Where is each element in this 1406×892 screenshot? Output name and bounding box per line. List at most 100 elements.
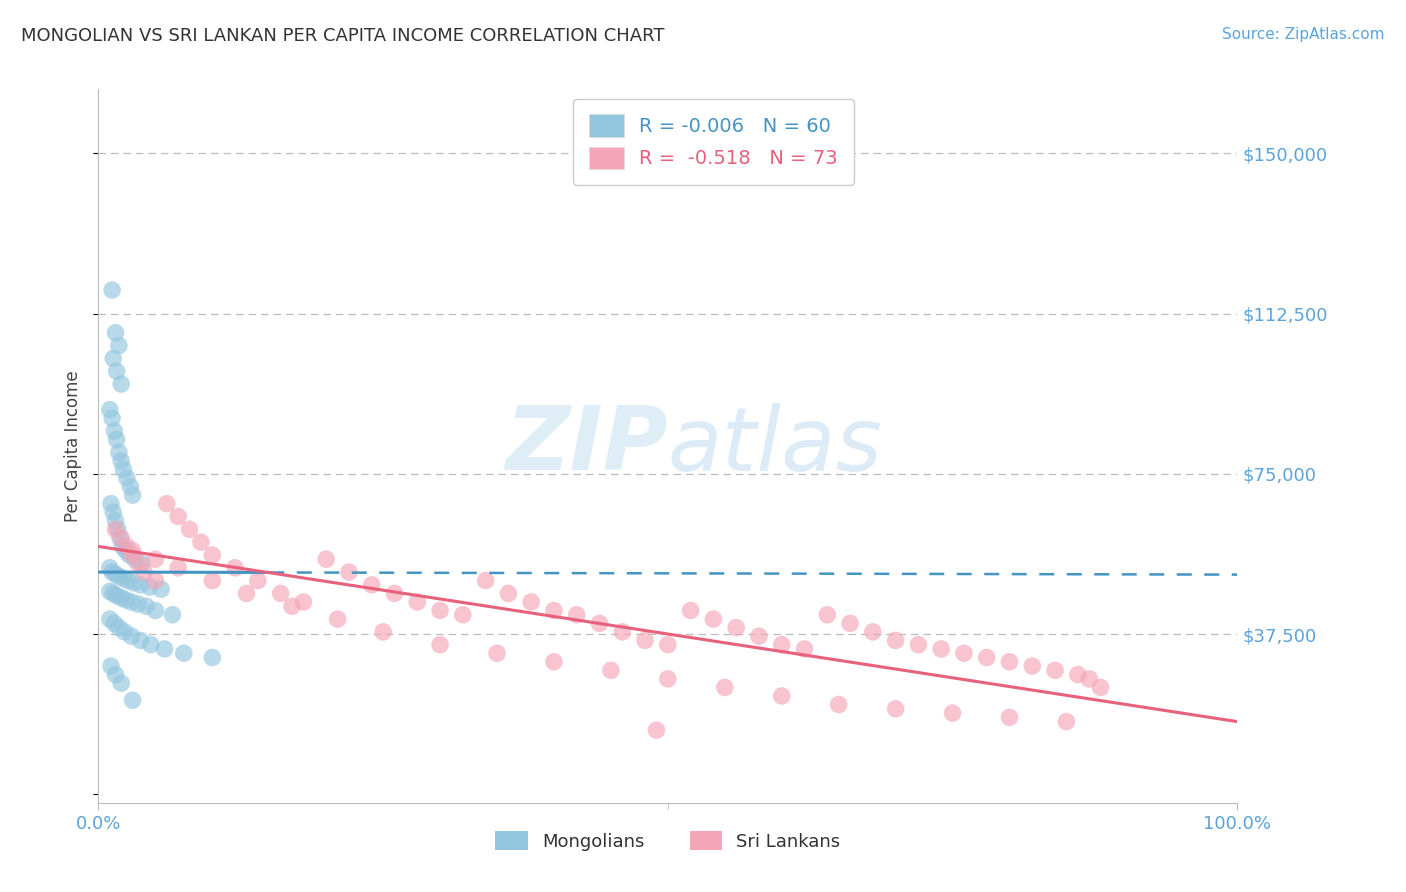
Point <box>770 689 793 703</box>
Point <box>108 621 131 635</box>
Point <box>201 650 224 665</box>
Point <box>121 548 143 562</box>
Point <box>1090 681 1112 695</box>
Point <box>406 595 429 609</box>
Point <box>725 621 748 635</box>
Point <box>281 599 304 614</box>
Point <box>98 584 121 599</box>
Point <box>498 586 520 600</box>
Point <box>110 676 132 690</box>
Point <box>127 597 149 611</box>
Point <box>884 633 907 648</box>
Point <box>543 655 565 669</box>
Point <box>201 574 224 588</box>
Point <box>292 595 315 609</box>
Text: ZIP: ZIP <box>505 402 668 490</box>
Point <box>714 681 737 695</box>
Point <box>179 522 201 536</box>
Point <box>105 433 128 447</box>
Point <box>360 578 382 592</box>
Point <box>120 480 142 494</box>
Point <box>98 402 121 417</box>
Point <box>474 574 496 588</box>
Point <box>976 650 998 665</box>
Point <box>103 424 125 438</box>
Point <box>429 603 451 617</box>
Point <box>173 646 195 660</box>
Point <box>793 642 815 657</box>
Point <box>657 638 679 652</box>
Point <box>121 693 143 707</box>
Point <box>112 572 135 586</box>
Point <box>612 624 634 639</box>
Point <box>907 638 929 652</box>
Point <box>150 582 173 596</box>
Point <box>114 624 136 639</box>
Point <box>201 548 224 562</box>
Point <box>1078 672 1101 686</box>
Point <box>451 607 474 622</box>
Point <box>105 589 128 603</box>
Point <box>884 702 907 716</box>
Point <box>101 565 124 579</box>
Point <box>679 603 702 617</box>
Point <box>145 552 167 566</box>
Point <box>108 569 131 583</box>
Point <box>132 565 155 579</box>
Point <box>122 575 145 590</box>
Point <box>486 646 509 660</box>
Point <box>129 633 152 648</box>
Point <box>101 411 124 425</box>
Point <box>98 612 121 626</box>
Point <box>645 723 668 738</box>
Point <box>131 557 153 571</box>
Text: atlas: atlas <box>668 403 883 489</box>
Point <box>100 497 122 511</box>
Point <box>103 505 125 519</box>
Point <box>167 509 190 524</box>
Point <box>270 586 292 600</box>
Point <box>121 488 143 502</box>
Point <box>129 578 152 592</box>
Point <box>111 540 134 554</box>
Point <box>118 548 141 562</box>
Point <box>103 616 125 631</box>
Point <box>702 612 724 626</box>
Point <box>104 567 127 582</box>
Point <box>384 586 406 600</box>
Point <box>235 586 257 600</box>
Text: Source: ZipAtlas.com: Source: ZipAtlas.com <box>1222 27 1385 42</box>
Point <box>108 445 131 459</box>
Point <box>998 710 1021 724</box>
Point <box>108 531 131 545</box>
Point <box>135 599 157 614</box>
Point <box>107 522 129 536</box>
Point <box>953 646 976 660</box>
Point <box>117 574 139 588</box>
Point <box>101 283 124 297</box>
Point <box>326 612 349 626</box>
Point <box>1021 659 1043 673</box>
Point <box>114 592 136 607</box>
Point <box>770 638 793 652</box>
Point <box>839 616 862 631</box>
Point <box>124 552 146 566</box>
Point <box>1043 663 1066 677</box>
Point <box>588 616 610 631</box>
Point <box>104 667 127 681</box>
Point <box>120 595 142 609</box>
Point <box>520 595 543 609</box>
Point <box>110 454 132 468</box>
Point <box>942 706 965 720</box>
Point <box>1067 667 1090 681</box>
Point <box>127 557 149 571</box>
Point <box>246 574 269 588</box>
Point <box>565 607 588 622</box>
Point <box>110 377 132 392</box>
Text: MONGOLIAN VS SRI LANKAN PER CAPITA INCOME CORRELATION CHART: MONGOLIAN VS SRI LANKAN PER CAPITA INCOM… <box>21 27 665 45</box>
Point <box>104 326 127 340</box>
Point <box>114 543 136 558</box>
Point <box>145 574 167 588</box>
Point <box>110 591 132 605</box>
Point <box>657 672 679 686</box>
